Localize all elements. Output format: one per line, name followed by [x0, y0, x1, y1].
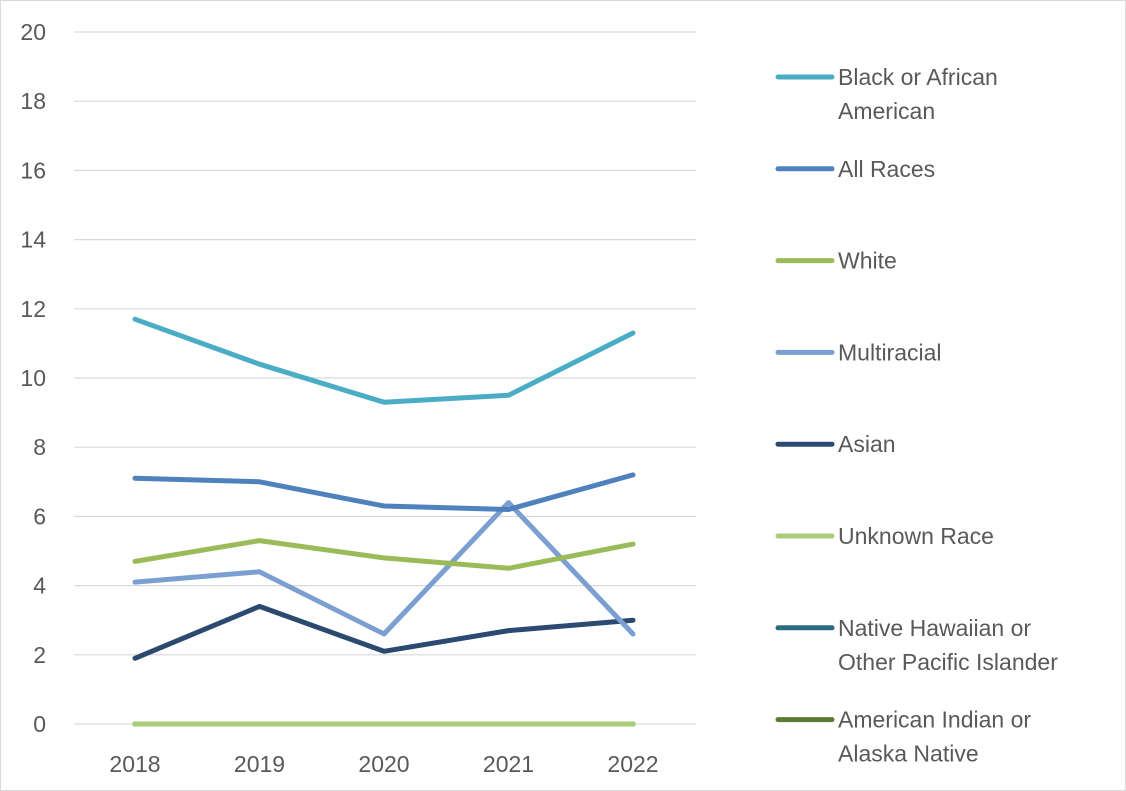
legend-label: Black or African	[838, 64, 998, 90]
y-tick-label: 4	[33, 573, 46, 599]
y-tick-label: 16	[20, 157, 46, 183]
series-line	[132, 538, 636, 571]
y-tick-label: 0	[33, 711, 46, 737]
series-line	[132, 316, 636, 405]
legend-entry: Multiracial	[775, 339, 942, 365]
legend-entry: White	[775, 248, 897, 274]
legend-entry: Unknown Race	[775, 523, 994, 549]
legend-label: American Indian or	[838, 707, 1031, 733]
legend-label: Native Hawaiian or	[838, 615, 1031, 641]
legend-label: Unknown Race	[838, 523, 994, 549]
y-tick-label: 2	[33, 642, 46, 668]
y-tick-label: 8	[33, 434, 46, 460]
y-tick-label: 20	[20, 19, 46, 45]
x-tick-label: 2021	[483, 751, 534, 777]
y-tick-label: 6	[33, 503, 46, 529]
series-line	[132, 500, 636, 637]
legend-label: Other Pacific Islander	[838, 649, 1058, 675]
legend: Black or African American All Races White Mu…	[775, 64, 1058, 767]
y-tick-label: 12	[20, 296, 46, 322]
legend-entry: All Races	[775, 156, 935, 182]
x-tick-label: 2019	[234, 751, 285, 777]
x-tick-label: 2018	[109, 751, 160, 777]
x-tick-label: 2022	[607, 751, 658, 777]
series-line	[132, 603, 636, 661]
legend-label: Alaska Native	[838, 741, 979, 767]
legend-label: American	[838, 98, 935, 124]
legend-label: All Races	[838, 156, 935, 182]
legend-label: White	[838, 248, 897, 274]
series-lines	[132, 316, 636, 727]
y-axis-tick-labels: 0 2 4 6 8 10 12 14 16 18 20	[20, 19, 46, 737]
y-tick-label: 10	[20, 365, 46, 391]
legend-entry: American Indian or Alaska Native	[775, 707, 1031, 767]
x-axis-tick-labels: 2018 2019 2020 2021 2022	[109, 751, 658, 777]
legend-label: Asian	[838, 431, 896, 457]
legend-entry: Black or African American	[775, 64, 998, 124]
x-tick-label: 2020	[358, 751, 409, 777]
legend-label: Multiracial	[838, 339, 942, 365]
gridlines	[74, 31, 696, 725]
legend-entry: Asian	[775, 431, 896, 457]
legend-entry: Native Hawaiian or Other Pacific Islander	[775, 615, 1058, 675]
series-line	[132, 472, 636, 512]
y-tick-label: 18	[20, 88, 46, 114]
y-tick-label: 14	[20, 227, 46, 253]
